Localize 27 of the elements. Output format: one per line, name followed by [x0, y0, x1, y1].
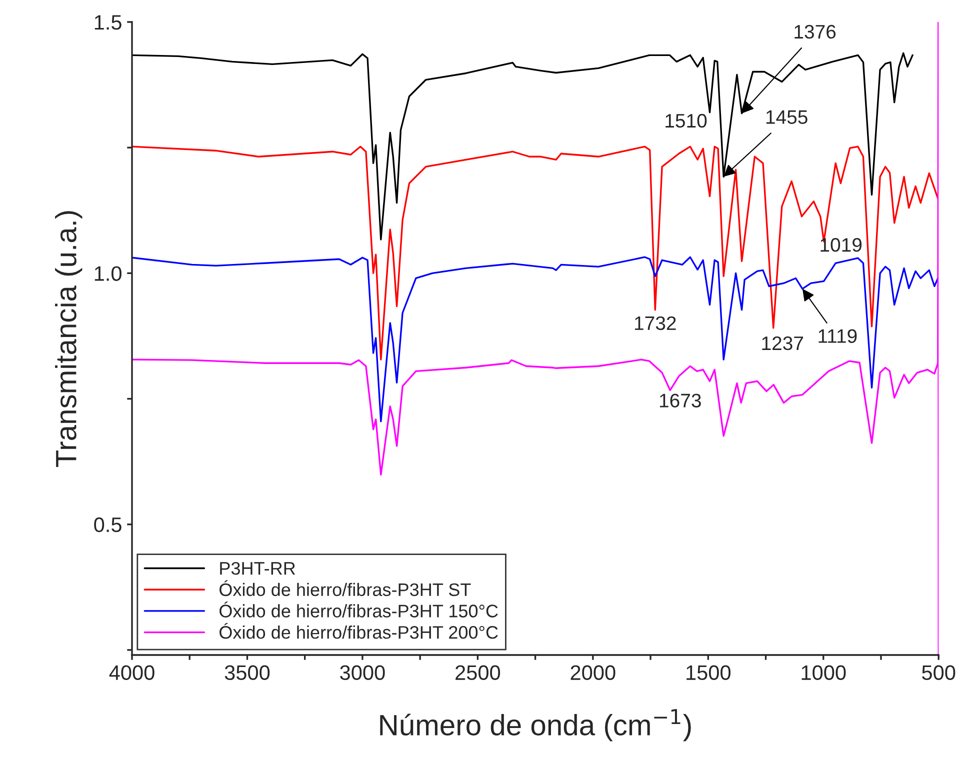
line-series — [132, 146, 939, 360]
x-tick-label: 1500 — [686, 665, 731, 680]
x-tick-label: 1000 — [802, 665, 846, 680]
x-axis-title: Número de onda (cm$^{−1}$) — [380, 709, 691, 742]
y-tick-label: 0.5 — [94, 517, 122, 532]
legend-label: Óxido de hierro/fibras-P3HT 150°C — [220, 602, 498, 618]
annotation: 1732 — [634, 316, 676, 330]
annotation: 1237 — [762, 336, 804, 350]
legend-label: Óxido de hierro/fibras-P3HT ST — [220, 580, 471, 596]
annotation: 1119 — [818, 329, 857, 343]
x-tick-label: 4000 — [109, 665, 154, 680]
annotation: 1510 — [666, 114, 707, 128]
x-tick-label: 3000 — [340, 665, 385, 680]
annotation: 1019 — [820, 238, 862, 252]
line-series — [132, 256, 939, 422]
annotation: 1673 — [660, 394, 701, 408]
x-tick-label: 2500 — [456, 665, 500, 680]
y-axis-title: Transmitancia (u.a.) — [55, 211, 82, 467]
y-tick-label: 1.5 — [94, 15, 122, 30]
legend-label: P3HT-RR — [220, 562, 296, 575]
x-tick-label: 2000 — [570, 665, 616, 680]
legend-label: Óxido de hierro/fibras-P3HT 200°C — [220, 622, 498, 639]
x-tick-label: 3500 — [224, 665, 270, 680]
y-tick-label: 1.0 — [94, 266, 122, 281]
annotation: 1455 — [766, 110, 808, 124]
annotation: 1376 — [794, 24, 836, 39]
x-tick-label: 500 — [922, 665, 956, 680]
